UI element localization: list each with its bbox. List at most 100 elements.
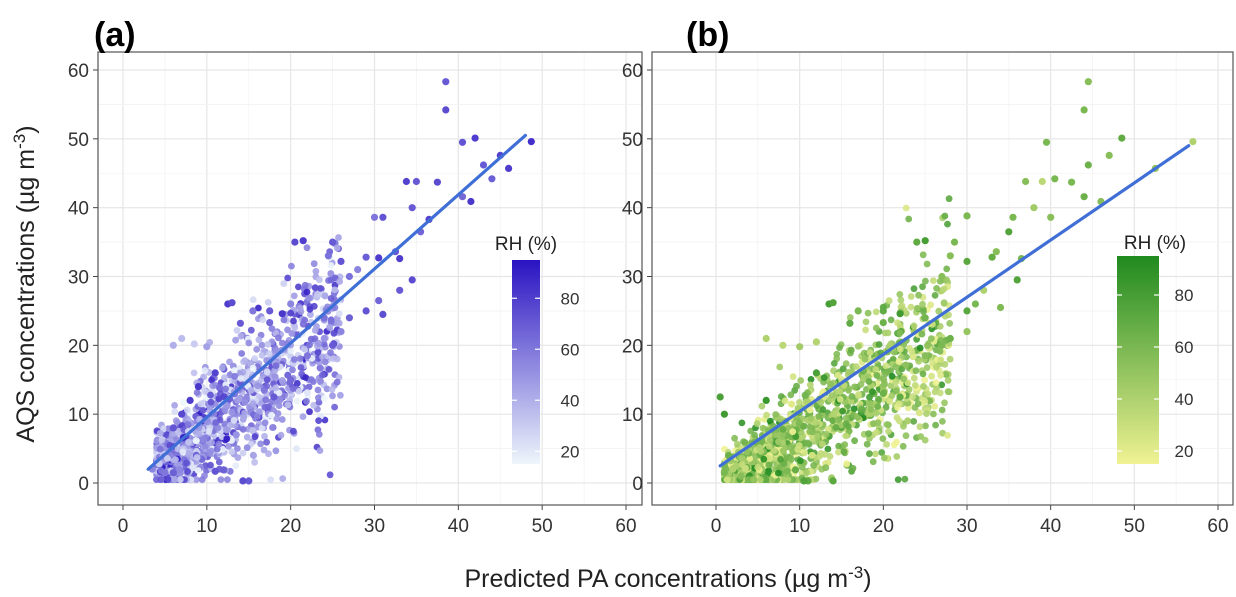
x-tick-label: 20 xyxy=(873,516,894,537)
scatter-point xyxy=(746,455,754,462)
scatter-point xyxy=(1009,213,1017,221)
scatter-point xyxy=(845,368,853,376)
scatter-point xyxy=(232,431,240,439)
scatter-point xyxy=(171,476,179,483)
scatter-point xyxy=(207,461,214,469)
x-tick-label: 30 xyxy=(956,516,977,537)
scatter-point xyxy=(864,309,872,317)
scatter-point xyxy=(822,430,830,438)
scatter-point xyxy=(887,316,895,324)
colorbar xyxy=(1117,256,1159,464)
legend-tick-label: 40 xyxy=(561,391,580,410)
legend-tick-label: 40 xyxy=(1175,390,1194,409)
x-axis-title-end: ) xyxy=(863,565,871,593)
scatter-point xyxy=(224,476,231,483)
scatter-point xyxy=(243,433,251,441)
scatter-point xyxy=(408,204,416,212)
scatter-point xyxy=(761,476,769,483)
scatter-point xyxy=(329,238,337,246)
scatter-point xyxy=(893,387,900,394)
scatter-point xyxy=(842,432,850,440)
scatter-point xyxy=(789,428,797,436)
scatter-point xyxy=(241,357,249,364)
scatter-point xyxy=(293,397,301,405)
scatter-point xyxy=(793,382,800,390)
scatter-point xyxy=(194,467,202,474)
y-tick-label: 20 xyxy=(68,336,89,357)
scatter-point xyxy=(1005,228,1013,236)
scatter-point xyxy=(303,352,311,360)
scatter-point xyxy=(872,450,879,458)
scatter-point xyxy=(832,424,840,431)
scatter-point xyxy=(255,304,262,312)
scatter-point xyxy=(315,394,322,402)
scatter-point xyxy=(940,299,948,306)
scatter-point xyxy=(775,438,782,446)
scatter-point xyxy=(760,455,768,463)
scatter-point xyxy=(278,416,286,423)
panel-label: (a) xyxy=(94,16,136,54)
scatter-point xyxy=(241,409,249,417)
scatter-point xyxy=(193,389,201,396)
scatter-point xyxy=(817,398,825,406)
scatter-point xyxy=(854,307,862,315)
scatter-point xyxy=(848,393,856,400)
scatter-point xyxy=(221,420,229,428)
scatter-point xyxy=(896,310,904,318)
scatter-point xyxy=(247,386,255,394)
scatter-point xyxy=(362,307,370,315)
scatter-point xyxy=(211,369,219,377)
y-axis-title: AQS concentrations (µg m-3) xyxy=(10,125,40,442)
scatter-point xyxy=(820,374,828,381)
scatter-point xyxy=(1080,106,1088,114)
scatter-point xyxy=(314,291,321,298)
panel-b: 0 10 20 30 40 50 60 0 10 20 30 40 50 60 (b) RH (%) 20 40 6… xyxy=(622,16,1234,537)
scatter-point xyxy=(885,428,892,435)
y-tick-label: 10 xyxy=(68,405,89,426)
x-axis-title-text: Predicted PA concentrations (µg m xyxy=(464,565,848,593)
scatter-point xyxy=(874,403,882,410)
colorbar-legend: RH (%) 20 40 60 80 xyxy=(1117,233,1193,464)
scatter-point xyxy=(171,408,179,415)
y-tick-label: 0 xyxy=(78,474,89,495)
scatter-point xyxy=(1022,177,1030,186)
scatter-point xyxy=(192,476,200,483)
scatter-point xyxy=(734,440,741,448)
scatter-point xyxy=(293,445,300,453)
scatter-point xyxy=(234,397,241,404)
scatter-point xyxy=(857,381,865,388)
scatter-point xyxy=(971,300,980,308)
scatter-point xyxy=(996,303,1005,312)
scatter-point xyxy=(218,364,226,372)
scatter-point xyxy=(915,358,923,365)
scatter-point xyxy=(861,355,869,363)
scatter-point xyxy=(922,277,929,285)
scatter-point xyxy=(888,392,896,399)
scatter-point xyxy=(738,455,746,462)
scatter-point xyxy=(889,356,897,363)
scatter-point xyxy=(804,439,812,447)
scatter-point xyxy=(933,285,940,292)
scatter-point xyxy=(178,334,186,343)
scatter-point xyxy=(408,276,416,284)
scatter-point xyxy=(872,324,880,332)
scatter-point xyxy=(228,299,236,307)
scatter-point xyxy=(330,330,338,337)
scatter-point xyxy=(207,398,215,406)
scatter-point xyxy=(846,319,854,327)
scatter-point xyxy=(214,424,222,432)
scatter-point xyxy=(317,377,324,385)
scatter-point xyxy=(319,353,326,361)
scatter-point xyxy=(917,433,925,440)
scatter-point xyxy=(766,437,774,444)
scatter-point xyxy=(315,339,323,347)
scatter-point xyxy=(222,385,230,393)
scatter-point xyxy=(312,267,320,275)
scatter-point xyxy=(919,283,926,291)
scatter-point xyxy=(269,424,276,431)
scatter-point xyxy=(301,316,309,324)
scatter-point xyxy=(796,399,803,406)
scatter-point xyxy=(936,348,944,355)
scatter-point xyxy=(944,376,952,384)
scatter-point xyxy=(260,446,268,454)
